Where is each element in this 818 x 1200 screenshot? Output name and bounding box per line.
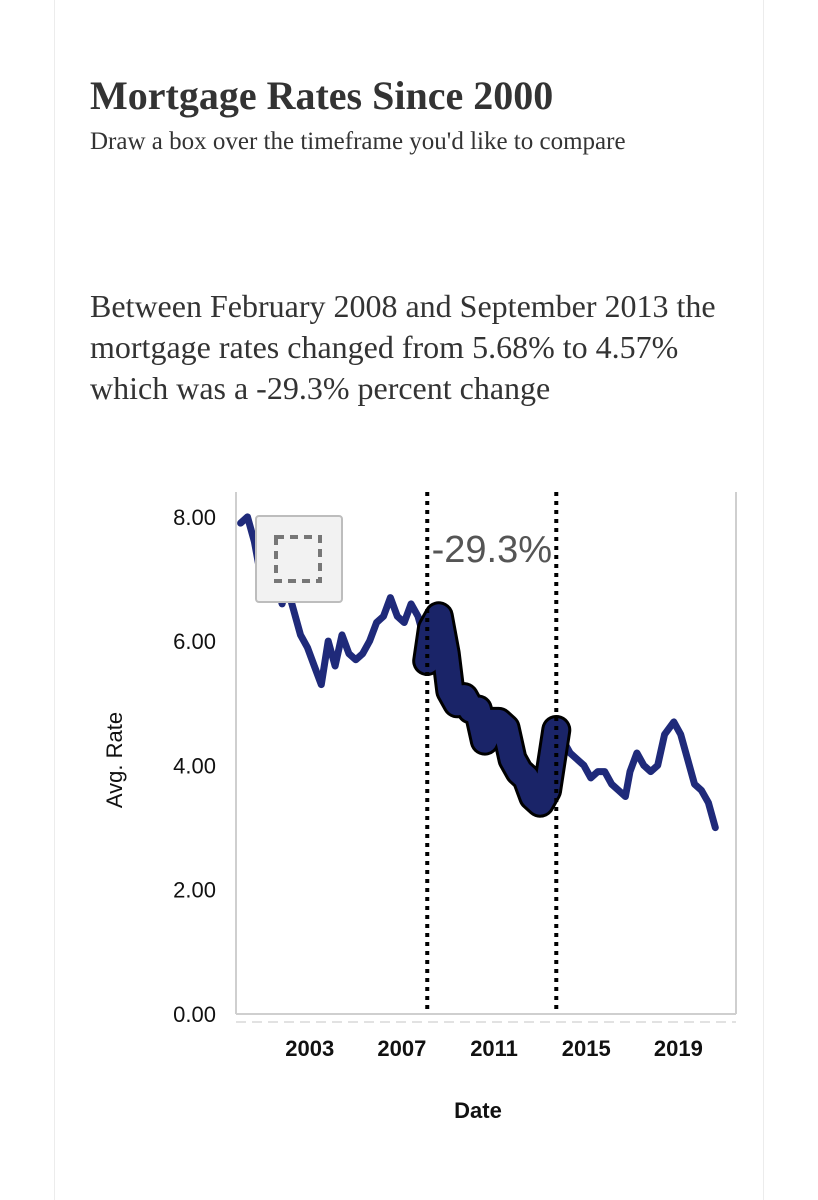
- rate-point: [367, 638, 373, 644]
- box-select-button-bg[interactable]: [255, 515, 343, 603]
- rate-point: [648, 769, 654, 775]
- pct-change-annotation: -29.3%: [432, 529, 552, 571]
- y-tick-label: 2.00: [173, 878, 216, 903]
- y-tick-label: 0.00: [173, 1002, 216, 1027]
- rate-point: [698, 787, 704, 793]
- summary-mid: the mortgage rates changed from: [90, 288, 716, 365]
- rate-point: [353, 657, 359, 663]
- page-subtitle: Draw a box over the timeframe you'd like…: [90, 128, 626, 155]
- rate-point: [609, 781, 615, 787]
- rate-point: [615, 787, 621, 793]
- rate-point: [339, 632, 345, 638]
- rate-point: [712, 825, 718, 831]
- rate-point: [325, 638, 331, 644]
- rate-point: [655, 762, 661, 768]
- rate-point: [678, 731, 684, 737]
- rate-point: [588, 775, 594, 781]
- x-tick-label: 2003: [285, 1036, 334, 1061]
- x-tick-label: 2019: [654, 1036, 703, 1061]
- rate-point: [332, 663, 338, 669]
- box-select-button[interactable]: [255, 515, 343, 603]
- x-axis: 2003 2007 2011 2015 2019: [285, 1036, 703, 1061]
- change-summary: Between February 2008 and September 2013…: [90, 286, 750, 409]
- rate-point: [298, 632, 304, 638]
- summary-start-rate: 5.68%: [472, 329, 555, 365]
- rate-point: [634, 750, 640, 756]
- summary-suffix: percent change: [349, 370, 551, 406]
- rate-point: [595, 769, 601, 775]
- rate-point: [641, 762, 647, 768]
- summary-to: to: [554, 329, 596, 365]
- x-tick-label: 2011: [470, 1036, 518, 1061]
- summary-which: which was a: [90, 370, 257, 406]
- y-tick-label: 6.00: [173, 629, 216, 654]
- rate-point: [394, 613, 400, 619]
- rate-point: [627, 769, 633, 775]
- rate-point: [581, 762, 587, 768]
- rate-point: [238, 520, 244, 526]
- rate-point: [408, 601, 414, 607]
- rate-point: [685, 756, 691, 762]
- rate-point: [374, 620, 380, 625]
- rate-point: [311, 663, 317, 669]
- rate-point: [567, 750, 573, 756]
- summary-end-month: September 2013: [459, 288, 669, 324]
- rate-point: [401, 620, 407, 625]
- y-axis: 0.00 2.00 4.00 6.00 8.00: [173, 505, 216, 1027]
- rate-point: [360, 651, 366, 657]
- summary-prefix: Between: [90, 288, 210, 324]
- rate-point: [318, 682, 324, 688]
- rate-point: [602, 769, 608, 775]
- rate-point: [346, 651, 352, 657]
- rate-point: [671, 719, 677, 725]
- summary-end-rate: 4.57%: [595, 329, 679, 365]
- rate-point: [415, 613, 421, 619]
- x-tick-label: 2007: [377, 1036, 426, 1061]
- summary-start-month: February 2008: [209, 288, 398, 324]
- rate-point: [574, 756, 580, 762]
- summary-pct-change: -29.3%: [256, 370, 350, 406]
- rate-point: [304, 644, 310, 650]
- y-tick-label: 8.00: [173, 505, 216, 530]
- rate-point: [291, 607, 297, 613]
- rate-point: [692, 781, 698, 787]
- chart-grid: [235, 492, 737, 1023]
- page-title: Mortgage Rates Since 2000: [90, 73, 554, 118]
- chart-card: [54, 0, 764, 1200]
- selection-layer[interactable]: [412, 492, 572, 1014]
- rate-point: [380, 613, 386, 619]
- summary-and: and: [397, 288, 460, 324]
- y-axis-title: Avg. Rate: [102, 712, 127, 808]
- rate-point: [662, 731, 668, 737]
- x-tick-label: 2015: [562, 1036, 611, 1061]
- y-tick-label: 4.00: [173, 753, 216, 778]
- x-axis-title: Date: [454, 1098, 502, 1123]
- rate-point: [245, 514, 251, 520]
- box-select-icon[interactable]: [274, 535, 322, 583]
- rate-point: [622, 794, 628, 799]
- rate-point: [705, 800, 711, 806]
- rate-point: [387, 595, 393, 601]
- line-chart[interactable]: 0.00 2.00 4.00 6.00 8.00 2003 2007 2011 2015 201…: [0, 470, 818, 1150]
- selection-highlight[interactable]: [415, 604, 569, 815]
